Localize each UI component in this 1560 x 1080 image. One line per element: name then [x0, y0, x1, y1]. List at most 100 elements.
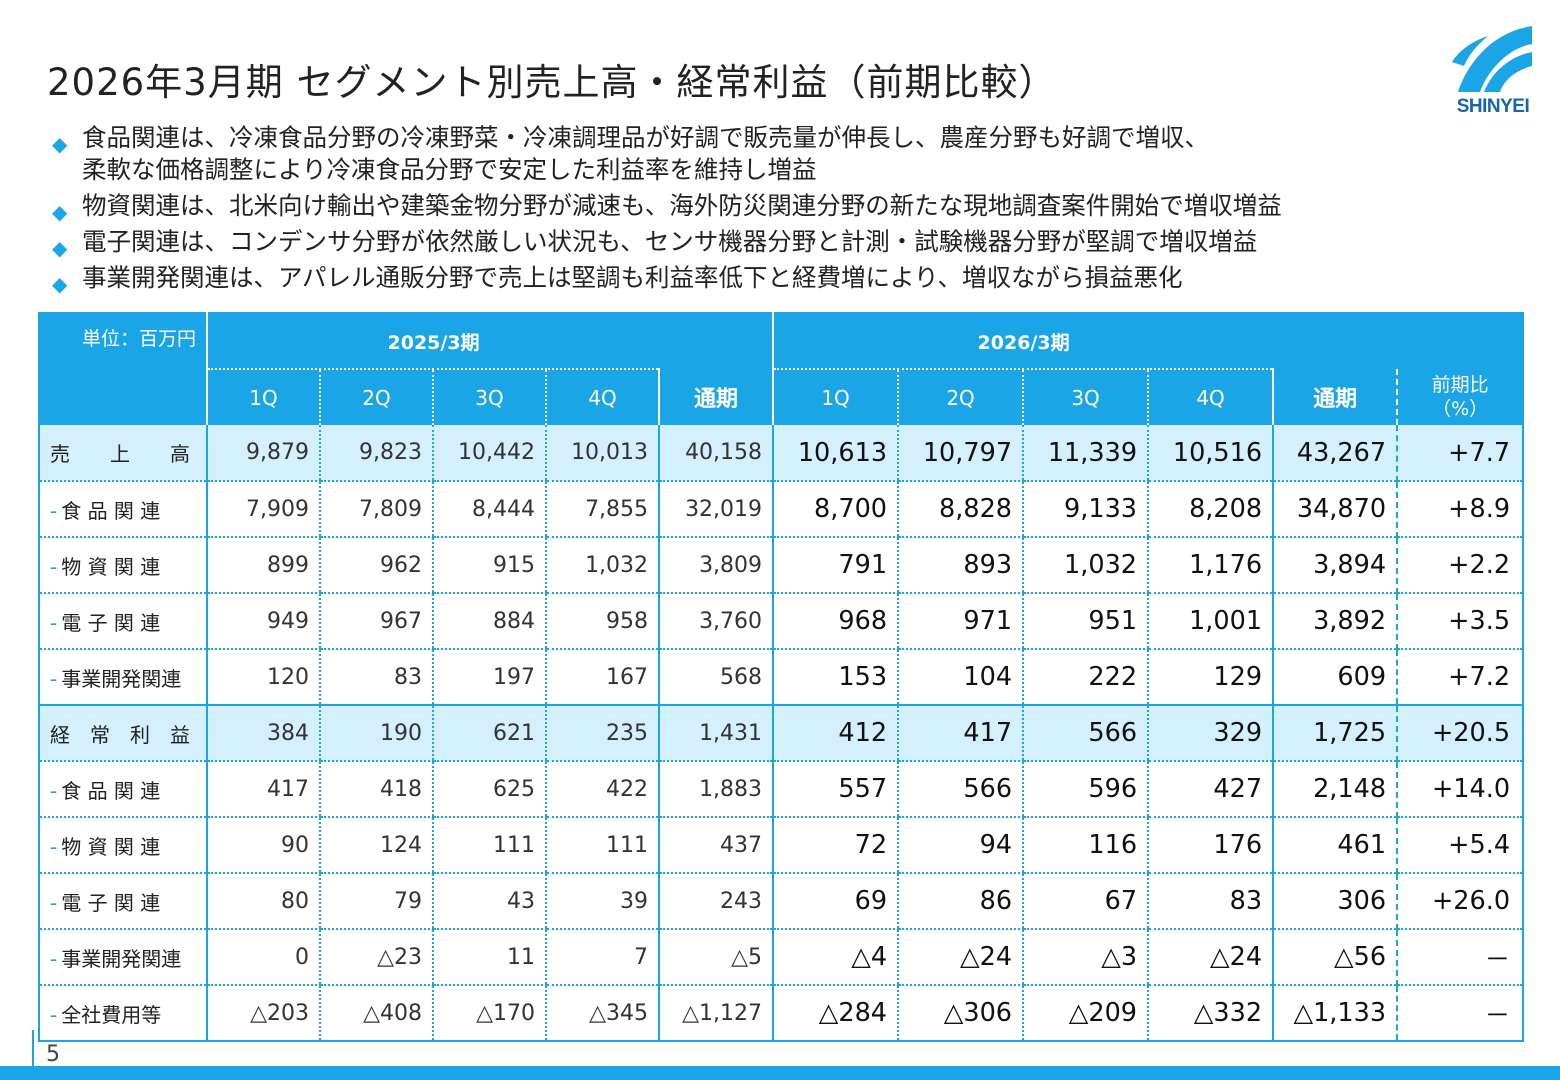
footer-band	[0, 1066, 1560, 1080]
col-cur-full: 通期	[1272, 369, 1398, 425]
bullet-text: 柔軟な価格調整により冷凍食品分野で安定した利益率を維持し増益	[82, 155, 817, 184]
row-label: -物 資 関 連	[39, 817, 207, 874]
ratio-cell: +20.5	[1396, 705, 1524, 762]
row-label: -食 品 関 連	[39, 481, 207, 538]
cur-value-cell: 306	[1272, 873, 1398, 930]
prev-value-cell: 40,158	[658, 425, 774, 482]
cur-value-cell: 1,725	[1272, 705, 1398, 762]
col-prev-3q: 3Q	[432, 369, 546, 425]
cur-value-cell: 176	[1147, 817, 1274, 874]
prev-value-cell: 9,823	[319, 425, 433, 482]
cur-value-cell: 67	[1022, 873, 1149, 930]
shinyei-logo: SHINYEI	[1448, 22, 1538, 122]
ratio-cell: +14.0	[1396, 761, 1524, 818]
ratio-cell: －	[1396, 985, 1524, 1041]
cur-value-cell: 10,516	[1147, 425, 1274, 482]
cur-value-cell: 427	[1147, 761, 1274, 818]
ratio-cell: －	[1396, 929, 1524, 986]
cur-value-cell: 116	[1022, 817, 1149, 874]
cur-value-cell: 3,894	[1272, 537, 1398, 594]
cur-value-cell: 9,133	[1022, 481, 1149, 538]
prev-value-cell: 3,809	[658, 537, 774, 594]
col-ratio: 前期比 （%）	[1396, 369, 1524, 425]
table-row: -食 品 関 連 417 418 625 422 1,883 557 566 596 427 2,1…	[39, 761, 1524, 818]
prev-value-cell: 80	[206, 873, 320, 930]
prev-value-cell: 418	[319, 761, 433, 818]
cur-value-cell: 968	[772, 593, 899, 650]
prev-value-cell: 3,760	[658, 593, 774, 650]
prev-value-cell: 9,879	[206, 425, 320, 482]
prev-value-cell: 625	[432, 761, 546, 818]
diamond-bullet-icon: ◆	[52, 132, 68, 156]
col-cur-1q: 1Q	[772, 369, 899, 425]
row-label-text: 全社費用等	[61, 1002, 162, 1027]
sub-item-dash-icon: -	[50, 890, 58, 915]
prev-value-cell: △5	[658, 929, 774, 986]
prev-value-cell: 0	[206, 929, 320, 986]
bullet-item: ◆ 物資関連は、北米向け輸出や建築金物分野が減速も、海外防災関連分野の新たな現地調…	[50, 190, 1530, 224]
cur-value-cell: △3	[1022, 929, 1149, 986]
cur-value-cell: 153	[772, 649, 899, 706]
prev-value-cell: 8,444	[432, 481, 546, 538]
row-label: -電 子 関 連	[39, 593, 207, 650]
cur-value-cell: 94	[897, 817, 1024, 874]
table-row: -電 子 関 連 80 79 43 39 243 69 86 67 83 306 +26.0	[39, 873, 1524, 930]
ratio-cell: +7.2	[1396, 649, 1524, 706]
cur-value-cell: 557	[772, 761, 899, 818]
cur-value-cell: 791	[772, 537, 899, 594]
segment-table: 単位：百万円 2025/3期 2026/3期 1Q 2Q 3Q 4Q 通期 1Q…	[38, 312, 1525, 1042]
prev-value-cell: 111	[544, 817, 660, 874]
ratio-header-line2: （%）	[1432, 398, 1489, 420]
cur-value-cell: 1,001	[1147, 593, 1274, 650]
table-row: -物 資 関 連 90 124 111 111 437 72 94 116 176 461 +5.4	[39, 817, 1524, 874]
prev-value-cell: 417	[206, 761, 320, 818]
prev-value-cell: 967	[319, 593, 433, 650]
prev-value-cell: 10,442	[432, 425, 546, 482]
sub-item-dash-icon: -	[50, 834, 58, 859]
prev-value-cell: 884	[432, 593, 546, 650]
row-label-text: 食 品 関 連	[61, 498, 161, 523]
prev-value-cell: 1,883	[658, 761, 774, 818]
row-label-text: 電 子 関 連	[61, 890, 161, 915]
prev-value-cell: 958	[544, 593, 660, 650]
sub-item-dash-icon: -	[50, 1002, 58, 1027]
prev-value-cell: 120	[206, 649, 320, 706]
prev-value-cell: 190	[319, 705, 433, 762]
prev-value-cell: 243	[658, 873, 774, 930]
row-label-text: 事業開発関連	[61, 946, 182, 971]
cur-value-cell: △1,133	[1272, 985, 1398, 1041]
bullet-text: 電子関連は、コンデンサ分野が依然厳しい状況も、センサ機器分野と計測・試験機器分野…	[82, 227, 1258, 256]
cur-value-cell: 72	[772, 817, 899, 874]
cur-value-cell: 596	[1022, 761, 1149, 818]
bullet-item: ◆ 電子関連は、コンデンサ分野が依然厳しい状況も、センサ機器分野と計測・試験機器分…	[50, 226, 1530, 260]
cur-value-cell: △209	[1022, 985, 1149, 1041]
bullet-text: 事業開発関連は、アパレル通販分野で売上は堅調も利益率低下と経費増により、増収なが…	[82, 263, 1183, 292]
row-label-text: 電 子 関 連	[61, 610, 161, 635]
prev-value-cell: 39	[544, 873, 660, 930]
cur-value-cell: 461	[1272, 817, 1398, 874]
prev-value-cell: 111	[432, 817, 546, 874]
row-label: - 事業開発関連	[39, 649, 207, 706]
bullet-item: ◆ 食品関連は、冷凍食品分野の冷凍野菜・冷凍調理品が好調で販売量が伸長し、農産分野…	[50, 122, 1530, 186]
table-total-row: 経 常 利 益 384 190 621 235 1,431 412 417 566 329 1,72…	[39, 705, 1524, 762]
sub-item-dash-icon: -	[50, 610, 58, 635]
cur-value-cell: 104	[897, 649, 1024, 706]
sub-item-dash-icon: -	[50, 778, 58, 803]
prev-value-cell: 83	[319, 649, 433, 706]
cur-value-cell: 566	[1022, 705, 1149, 762]
cur-value-cell: △24	[897, 929, 1024, 986]
ratio-header-line1: 前期比	[1431, 374, 1489, 396]
cur-value-cell: △24	[1147, 929, 1274, 986]
col-prev-4q: 4Q	[544, 369, 660, 425]
row-label-text: 食 品 関 連	[61, 778, 161, 803]
prev-value-cell: 79	[319, 873, 433, 930]
row-label-text: 売 上 高	[50, 442, 190, 466]
col-cur-4q: 4Q	[1147, 369, 1274, 425]
prev-value-cell: 32,019	[658, 481, 774, 538]
unit-label: 単位：百万円	[39, 313, 207, 425]
page-number-bar	[32, 1030, 34, 1068]
cur-value-cell: △284	[772, 985, 899, 1041]
cur-value-cell: 417	[897, 705, 1024, 762]
row-label: 売 上 高	[39, 425, 207, 482]
cur-value-cell: 34,870	[1272, 481, 1398, 538]
